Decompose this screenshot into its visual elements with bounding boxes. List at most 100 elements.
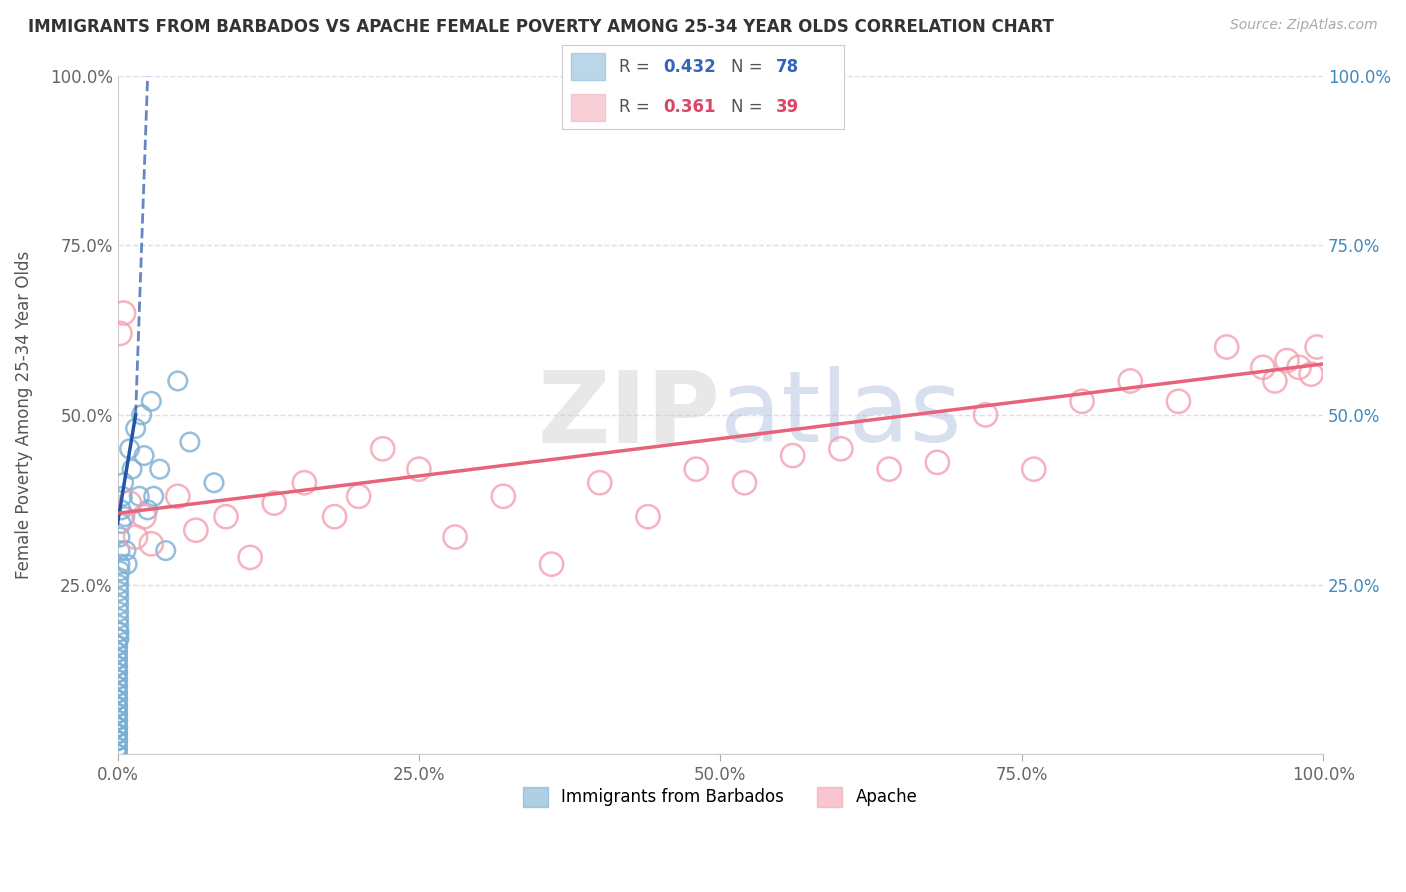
Point — [107, 584, 129, 599]
Point — [107, 571, 129, 585]
Point — [108, 326, 131, 341]
Point — [107, 699, 129, 714]
Point — [107, 713, 129, 727]
Point — [142, 489, 165, 503]
Point — [292, 475, 315, 490]
Point — [118, 442, 141, 456]
Point — [107, 747, 129, 762]
Point — [107, 713, 129, 727]
Point — [202, 475, 225, 490]
Bar — [571, 54, 605, 80]
Point — [107, 665, 129, 680]
Point — [107, 645, 129, 659]
Text: 39: 39 — [776, 98, 800, 116]
Point — [132, 509, 155, 524]
Point — [408, 462, 430, 476]
Point — [107, 727, 129, 741]
Point — [107, 706, 129, 721]
Point — [107, 733, 129, 747]
Point — [782, 449, 804, 463]
Point — [107, 727, 129, 741]
Point — [107, 679, 129, 693]
Point — [107, 720, 129, 734]
Point — [107, 720, 129, 734]
Bar — [571, 94, 605, 120]
Point — [107, 747, 129, 762]
Point — [107, 699, 129, 714]
Point — [107, 645, 129, 659]
Point — [974, 408, 997, 422]
Point — [371, 442, 394, 456]
Point — [107, 618, 129, 632]
Text: N =: N = — [731, 58, 768, 76]
Point — [107, 577, 129, 591]
Point — [124, 530, 146, 544]
Point — [107, 727, 129, 741]
Point — [132, 449, 155, 463]
Point — [239, 550, 262, 565]
Text: R =: R = — [619, 58, 655, 76]
Point — [107, 693, 129, 707]
Point — [107, 673, 129, 687]
Point — [1264, 374, 1286, 388]
Point — [1167, 394, 1189, 409]
Point — [107, 659, 129, 673]
Y-axis label: Female Poverty Among 25-34 Year Olds: Female Poverty Among 25-34 Year Olds — [15, 251, 32, 579]
Legend: Immigrants from Barbados, Apache: Immigrants from Barbados, Apache — [516, 780, 924, 814]
Point — [128, 489, 150, 503]
Point — [1022, 462, 1045, 476]
Point — [107, 632, 129, 646]
Point — [589, 475, 612, 490]
Point — [107, 679, 129, 693]
Point — [1251, 360, 1274, 375]
Point — [166, 374, 188, 388]
Point — [830, 442, 852, 456]
Point — [107, 611, 129, 625]
Point — [1119, 374, 1142, 388]
Point — [492, 489, 515, 503]
Point — [107, 632, 129, 646]
Point — [540, 557, 562, 571]
Point — [107, 639, 129, 653]
Point — [107, 720, 129, 734]
Point — [107, 740, 129, 755]
Point — [927, 455, 949, 469]
Point — [121, 462, 143, 476]
Text: ZIP: ZIP — [537, 367, 720, 463]
Point — [107, 605, 129, 619]
Point — [107, 625, 129, 640]
Point — [166, 489, 188, 503]
Point — [115, 557, 138, 571]
Point — [141, 537, 163, 551]
Text: Source: ZipAtlas.com: Source: ZipAtlas.com — [1230, 18, 1378, 32]
Point — [107, 733, 129, 747]
Point — [124, 421, 146, 435]
Point — [107, 699, 129, 714]
Point — [107, 693, 129, 707]
Point — [877, 462, 900, 476]
Point — [184, 523, 207, 537]
Point — [108, 530, 131, 544]
Point — [685, 462, 707, 476]
Point — [107, 591, 129, 606]
Point — [637, 509, 659, 524]
Point — [114, 509, 136, 524]
Point — [107, 686, 129, 700]
Point — [215, 509, 238, 524]
Point — [110, 503, 132, 517]
Point — [108, 564, 131, 578]
Point — [141, 394, 163, 409]
Text: R =: R = — [619, 98, 655, 116]
Text: 0.432: 0.432 — [664, 58, 717, 76]
Text: atlas: atlas — [720, 367, 962, 463]
Point — [107, 713, 129, 727]
Point — [1071, 394, 1094, 409]
Point — [108, 543, 131, 558]
Point — [149, 462, 172, 476]
Point — [179, 435, 201, 450]
Point — [108, 557, 131, 571]
Point — [131, 408, 153, 422]
Point — [107, 733, 129, 747]
Point — [347, 489, 370, 503]
Point — [107, 673, 129, 687]
